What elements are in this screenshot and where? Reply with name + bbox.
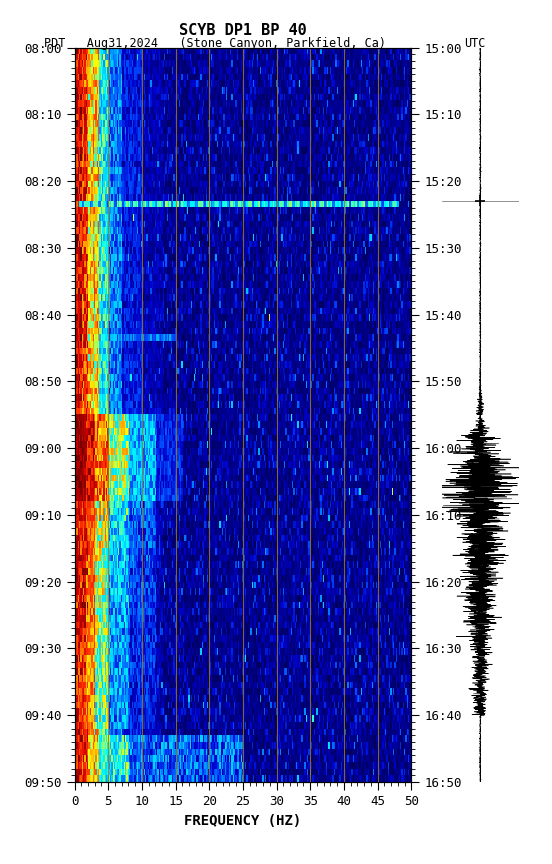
Text: PDT   Aug31,2024   (Stone Canyon, Parkfield, Ca): PDT Aug31,2024 (Stone Canyon, Parkfield,… (44, 37, 386, 50)
X-axis label: FREQUENCY (HZ): FREQUENCY (HZ) (184, 814, 301, 828)
Text: SCYB DP1 BP 40: SCYB DP1 BP 40 (179, 23, 307, 38)
Text: UTC: UTC (464, 37, 486, 50)
